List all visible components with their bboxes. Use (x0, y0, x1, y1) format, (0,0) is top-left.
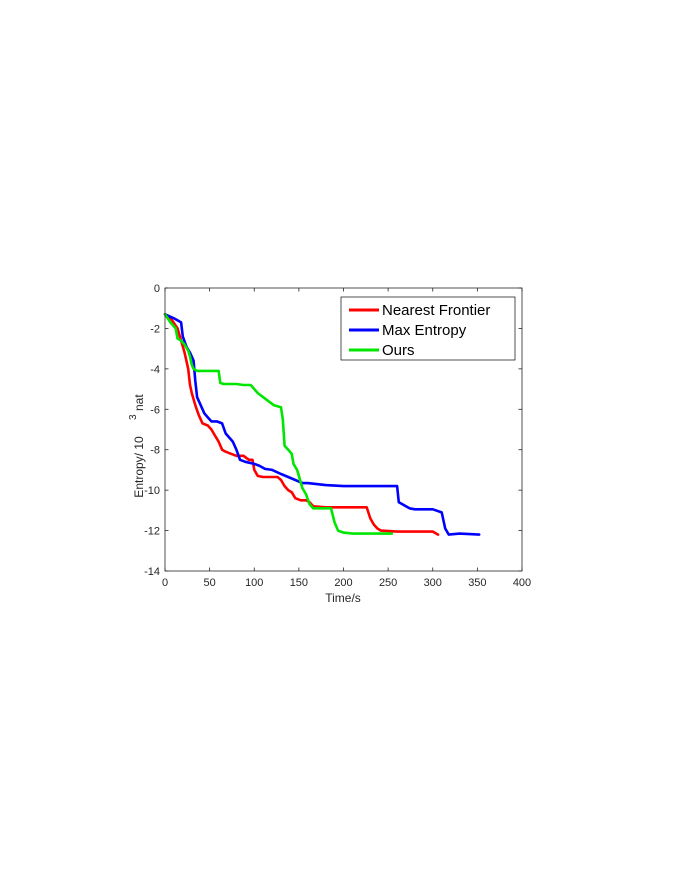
legend-label-max-entropy: Max Entropy (382, 322, 467, 339)
y-axis-label: Entropy/ 10 3 nat (128, 394, 146, 498)
x-tick-label-150: 150 (290, 577, 308, 589)
series-line-nearest-frontier (163, 313, 440, 536)
legend-label-nearest-frontier: Nearest Frontier (382, 302, 490, 319)
legend-label-ours: Ours (382, 342, 415, 359)
x-tick-label-0: 0 (162, 577, 168, 589)
y-tick-label-4: -4 (150, 364, 160, 376)
x-tick-label-300: 300 (424, 577, 442, 589)
y-axis-label-unit: nat (132, 394, 146, 411)
y-axis-label-main: Entropy/ 10 (132, 436, 146, 498)
y-axis-label-exponent: 3 (128, 414, 139, 420)
tick-label-layer: 0 50 100 150 200 250 300 350 400 0 -2 -4 -6 -8 -10 -12 -… (144, 283, 531, 589)
series-line-max-entropy (163, 313, 481, 536)
x-tick-label-50: 50 (204, 577, 216, 589)
x-tick-label-350: 350 (468, 577, 486, 589)
legend: Nearest Frontier Max Entropy Ours (340, 296, 516, 361)
series-layer (163, 313, 481, 536)
y-tick-label-6: -6 (150, 404, 160, 416)
tick-layer (164, 287, 523, 572)
x-tick-label-100: 100 (245, 577, 263, 589)
y-tick-label-10: -10 (144, 485, 160, 497)
y-tick-label-8: -8 (150, 445, 160, 457)
x-axis-label: Time/s (325, 591, 361, 605)
x-tick-label-250: 250 (379, 577, 397, 589)
y-tick-label-2: -2 (150, 323, 160, 335)
y-tick-label-0: 0 (154, 283, 160, 295)
x-tick-label-400: 400 (513, 577, 531, 589)
y-tick-label-14: -14 (144, 566, 160, 578)
series-line-ours (163, 313, 393, 535)
y-tick-label-12: -12 (144, 526, 160, 538)
x-tick-label-200: 200 (334, 577, 352, 589)
